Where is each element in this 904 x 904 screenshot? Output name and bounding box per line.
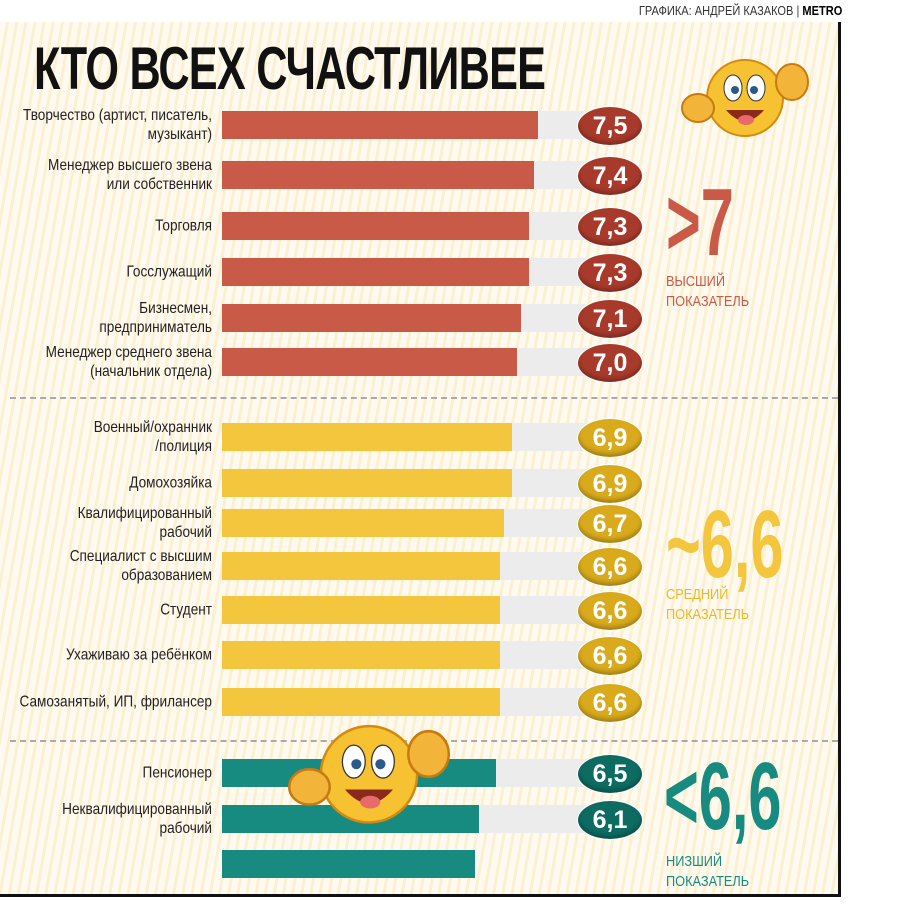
value-label: 6,1 [577, 800, 643, 840]
bar [222, 304, 521, 332]
bar [222, 348, 517, 376]
mid-group-value: ~6,6 [666, 491, 784, 598]
bar-row: Ухаживаю за ребёнком 6,6 [0, 635, 660, 676]
value-label: 7,5 [577, 106, 643, 146]
bar [222, 212, 530, 240]
low-group-label: НИЗШИЙ ПОКАЗАТЕЛЬ [666, 852, 749, 892]
high-group-value: >7 [666, 169, 734, 276]
category-label: Менеджер среднего звена (начальник отдела… [45, 344, 212, 380]
low-group-value: <6,6 [664, 743, 782, 850]
bar-row [0, 844, 660, 884]
label-line: ВЫСШИЙ [666, 273, 726, 290]
category-label: Творчество (артист, писатель, музыкант) [23, 107, 213, 143]
bar-row: Самозанятый, ИП, фрилансер 6,6 [0, 682, 660, 723]
credit: ГРАФИКА: АНДРЕЙ КАЗАКОВ | METRO [638, 3, 842, 18]
value-label: 6,5 [577, 754, 643, 794]
category-label: Торговля [155, 217, 212, 235]
bar-row: Квалифицированный рабочий 6,7 [0, 503, 660, 544]
label-line: ПОКАЗАТЕЛЬ [666, 293, 750, 310]
value-label: 6,6 [577, 636, 643, 676]
bar [222, 258, 530, 286]
bar-row: Госслужащий 7,3 [0, 252, 660, 293]
bar [222, 509, 505, 537]
bar-row: Творчество (артист, писатель, музыкант) 7,… [0, 105, 660, 146]
category-label: Ухаживаю за ребёнком [66, 646, 212, 664]
smiley-thumbs-up-icon [681, 59, 809, 137]
category-label: Квалифицированный рабочий [77, 505, 212, 541]
high-group-label: ВЫСШИЙ ПОКАЗАТЕЛЬ [666, 272, 749, 312]
label-line: НИЗШИЙ [666, 853, 723, 870]
bar [222, 552, 500, 580]
bar-row: Домохозяйка 6,9 [0, 463, 660, 504]
label-line: ПОКАЗАТЕЛЬ [666, 873, 750, 890]
smiley-thumbs-up-icon [287, 724, 451, 824]
value-label: 6,6 [577, 591, 643, 631]
category-label: Студент [160, 601, 212, 619]
label-line: ПОКАЗАТЕЛЬ [666, 606, 750, 623]
category-label: Менеджер высшего звена или собственник [48, 157, 212, 193]
bar-row: Бизнесмен, предприниматель 7,1 [0, 298, 660, 339]
value-label: 7,0 [577, 343, 643, 383]
group-separator [10, 397, 838, 399]
category-label: Самозанятый, ИП, фрилансер [19, 693, 212, 711]
value-label: 6,9 [577, 418, 643, 458]
category-label: Военный/охранник/полиция [93, 419, 212, 455]
chart-title: КТО ВСЕХ СЧАСТЛИВЕЕ [34, 35, 546, 102]
credit-text: ГРАФИКА: АНДРЕЙ КАЗАКОВ [638, 3, 794, 18]
bar [222, 161, 534, 189]
bar [222, 688, 500, 716]
bar-row: Неквалифицированный рабочий 6,1 [0, 799, 660, 840]
value-label: 7,1 [577, 299, 643, 339]
category-label: Домохозяйка [129, 474, 212, 492]
value-label: 6,6 [577, 547, 643, 587]
bar [222, 850, 475, 878]
bar-row: Менеджер высшего звена или собственник 7,4 [0, 155, 660, 196]
category-label: Госслужащий [126, 263, 212, 281]
value-label: 6,7 [577, 504, 643, 544]
bar-row: Военный/охранник/полиция 6,9 [0, 417, 660, 458]
bar [222, 596, 500, 624]
bar-row: Менеджер среднего звена (начальник отдела… [0, 342, 660, 383]
mid-group-label: СРЕДНИЙ ПОКАЗАТЕЛЬ [666, 585, 749, 625]
value-label: 6,6 [577, 683, 643, 723]
category-label: Пенсионер [142, 764, 212, 782]
bar-row: Специалист с высшим образованием 6,6 [0, 546, 660, 587]
bar [222, 641, 500, 669]
bar-row: Торговля 7,3 [0, 206, 660, 247]
bar [222, 111, 538, 139]
category-label: Бизнесмен, предприниматель [99, 300, 212, 336]
value-label: 6,9 [577, 464, 643, 504]
value-label: 7,3 [577, 207, 643, 247]
bar [222, 469, 513, 497]
label-line: СРЕДНИЙ [666, 586, 729, 603]
category-label: Неквалифицированный рабочий [62, 801, 212, 837]
value-label: 7,4 [577, 156, 643, 196]
category-label: Специалист с высшим образованием [69, 548, 212, 584]
value-label: 7,3 [577, 253, 643, 293]
brand: METRO [802, 3, 842, 18]
bar-row: Студент 6,6 [0, 590, 660, 631]
bar [222, 423, 513, 451]
